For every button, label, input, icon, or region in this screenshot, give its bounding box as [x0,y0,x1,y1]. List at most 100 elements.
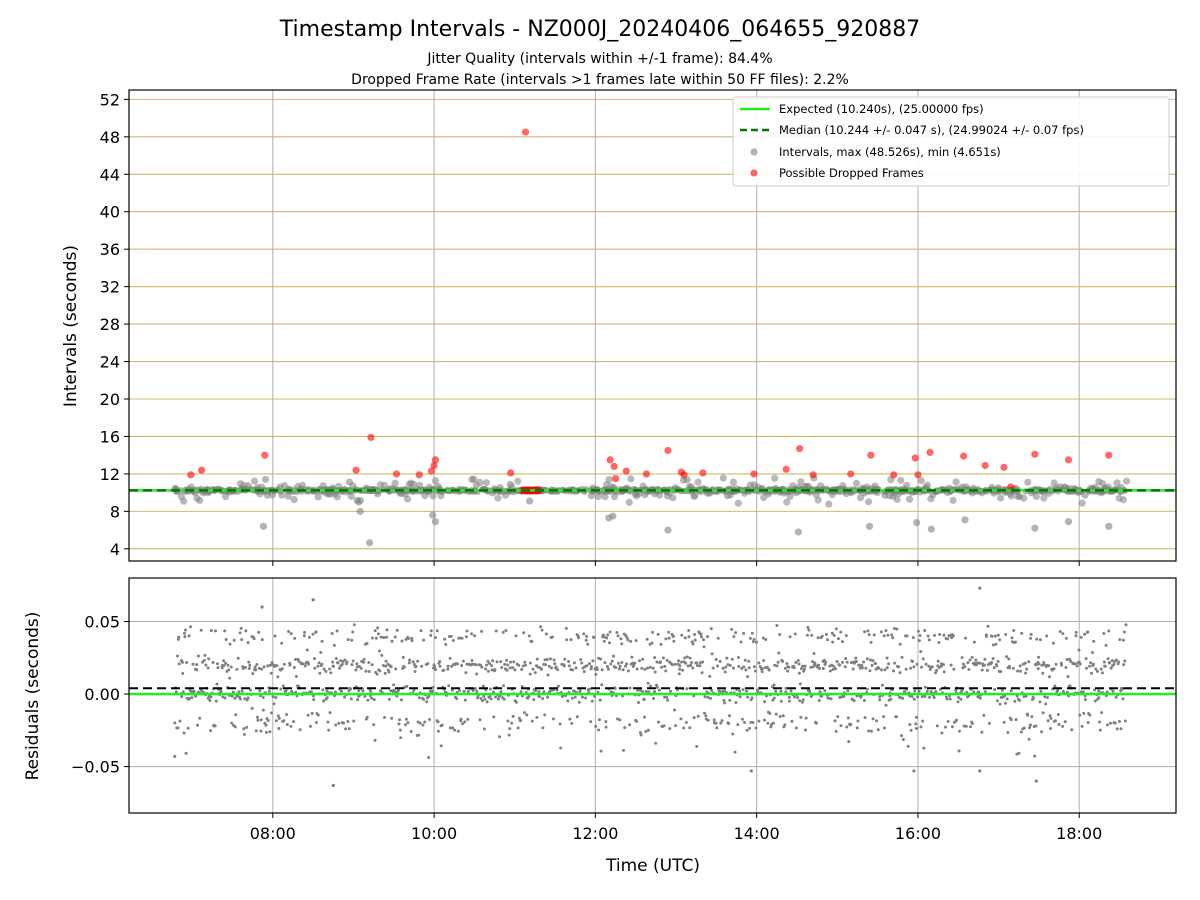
residual-point [967,667,971,671]
residual-point [852,699,856,703]
residual-point [233,725,237,729]
residual-point [195,663,199,667]
residual-point [859,694,863,698]
residual-point [1040,663,1044,667]
residual-point [760,670,764,674]
residual-point [966,661,970,665]
residual-point [326,720,330,724]
residual-point [247,660,251,664]
interval-point [734,499,742,507]
interval-point [893,495,901,503]
x-tick-label: 18:00 [1056,824,1102,843]
residual-point [1115,658,1119,662]
residual-point [350,663,354,667]
residual-point [383,671,387,675]
residual-point [992,666,996,670]
residual-point [448,656,452,660]
residual-point [373,738,377,742]
residual-point [738,695,742,699]
residual-point [489,697,493,701]
residual-point [1038,638,1042,642]
residual-point [882,726,886,730]
residual-point [839,630,843,634]
residual-point [1014,718,1018,722]
residual-point [638,688,642,692]
interval-point [949,496,957,504]
residual-point [1104,643,1108,647]
residual-point [936,659,940,663]
residual-point [811,665,815,669]
residual-point [294,675,298,679]
dropped-frame-point [914,471,922,479]
residual-point [798,699,802,703]
residual-point [1115,727,1119,731]
residual-point [1013,699,1017,703]
residual-point [175,654,179,658]
residual-point [316,664,320,668]
residual-point [1061,724,1065,728]
residual-point [504,628,508,632]
residual-point [228,676,232,680]
residual-point [982,663,986,667]
residual-point [550,635,554,639]
residual-point [783,723,787,727]
residual-point [500,666,504,670]
residual-point [1002,720,1006,724]
residual-point [618,664,622,668]
residual-point [580,695,584,699]
interval-point [250,477,259,485]
residual-point [343,695,347,699]
residual-point [1095,669,1099,673]
residual-point [920,695,924,699]
interval-point [356,496,365,505]
residual-point [927,638,931,642]
residual-point [625,662,629,666]
residual-point [836,637,840,641]
residual-point [1086,721,1090,725]
residual-point [365,715,369,719]
residual-point [466,717,470,721]
residual-point [390,639,394,643]
residual-point [665,658,669,662]
residual-point [520,667,524,671]
residual-point [779,689,783,693]
interval-point [962,483,970,491]
residual-point [492,715,496,719]
residual-point [656,720,660,724]
residual-point [552,658,556,662]
interval-point [525,497,534,505]
residual-point [1122,663,1126,667]
residual-point [328,711,332,715]
residual-point [731,666,735,670]
residual-point [1004,701,1008,705]
residual-point [505,668,509,672]
residual-point [459,717,463,721]
interval-point [356,507,364,515]
residual-point [250,706,254,710]
interval-point [180,497,188,505]
residual-point [798,682,802,686]
residual-point [1068,684,1072,688]
residual-point [438,659,442,663]
residual-point [1038,700,1042,704]
interval-point [1104,483,1112,491]
residual-point [352,623,356,627]
residual-point [359,666,363,670]
residual-point [916,695,920,699]
residual-point [478,718,482,722]
residual-point [731,732,735,736]
residual-point [502,697,506,701]
chart-subtitle-dropped: Dropped Frame Rate (intervals >1 frames … [351,72,849,88]
residual-point [644,690,648,694]
residual-point [429,629,433,633]
residual-point [302,634,306,638]
residual-point [777,651,781,655]
residual-point [952,667,956,671]
residual-point [1073,662,1077,666]
residual-point [322,699,326,703]
residual-point [743,658,747,662]
residual-point [648,665,652,669]
residual-point [688,726,692,730]
residual-point [797,671,801,675]
residual-point [695,661,699,665]
